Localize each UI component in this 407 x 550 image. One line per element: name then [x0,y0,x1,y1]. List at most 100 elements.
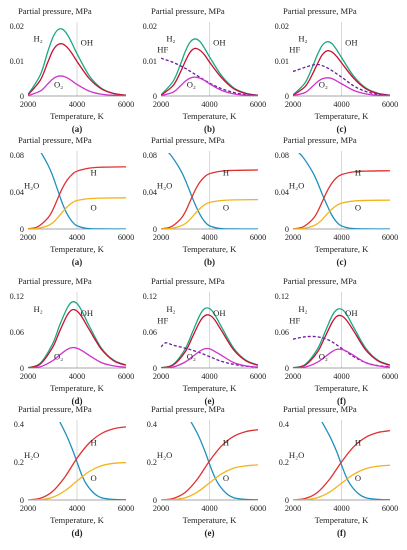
y-tick-label: 0 [20,364,24,373]
series-label: HF [157,45,168,55]
series-line-0 [28,301,126,368]
x-tick-label: 6000 [118,233,134,242]
chart-panel-1: Partial pressure, MPa 0 0.01 0.02 2000 4000 60… [143,6,267,134]
x-tick-label: 6000 [250,233,266,242]
y-tick-label: 0.08 [275,151,289,160]
chart-title: Partial pressure, MPa [18,276,92,286]
series-label: H [223,437,229,447]
y-tick-label: 0.12 [10,292,24,301]
series-label: OH [345,308,357,318]
y-tick-label: 0 [153,225,157,234]
x-tick-label: 2000 [285,372,301,381]
panel-label: (c) [337,257,347,267]
x-axis-label: Temperature, K [50,111,105,121]
panel-label: (e) [205,528,215,538]
series-line-2 [161,342,258,368]
x-tick-label: 6000 [118,504,134,513]
y-tick-label: 0 [153,496,157,505]
chart-title: Partial pressure, MPa [18,404,92,414]
series-label: O [90,203,96,213]
x-tick-label: 2000 [285,100,301,109]
series-label: H₂O [157,180,172,190]
x-tick-label: 4000 [201,372,217,381]
series-line-2 [161,57,258,96]
y-tick-label: 0.4 [14,420,24,429]
x-tick-label: 4000 [201,233,217,242]
series-line-0 [293,308,390,368]
series-label: O₂ [187,80,196,90]
series-label: O₂ [187,351,196,361]
series-label: OH [213,38,225,48]
series-label: O [223,473,229,483]
chart-panel-2: Partial pressure, MPa 0 0.01 0.02 2000 4000 60… [275,6,399,134]
series-label: O₂ [54,80,63,90]
series-label: OH [81,38,93,48]
y-tick-label: 0.08 [143,151,157,160]
y-tick-label: 0 [285,225,289,234]
series-label: H [90,168,96,178]
series-label: H₂O [24,180,39,190]
x-tick-label: 6000 [250,504,266,513]
x-tick-label: 2000 [153,504,169,513]
chart-title: Partial pressure, MPa [283,404,357,414]
series-line-2 [293,464,390,500]
series-line-2 [28,461,126,500]
x-tick-label: 4000 [69,233,85,242]
series-label: H₂O [157,450,172,460]
x-axis-label: Temperature, K [183,244,238,254]
series-label: O [355,473,361,483]
chart-panel-5: Partial pressure, MPa 0 0.04 0.08 2000 4000 60… [275,135,399,267]
x-tick-label: 2000 [285,504,301,513]
series-line-1 [161,314,258,368]
series-line-0 [59,422,126,500]
y-tick-label: 0.02 [275,22,289,31]
series-label: O [223,203,229,213]
x-tick-label: 4000 [201,504,217,513]
y-tick-label: 0 [285,92,289,101]
series-line-3 [293,348,390,368]
chart-title: Partial pressure, MPa [283,276,357,286]
x-tick-label: 6000 [250,100,266,109]
x-tick-label: 4000 [333,233,349,242]
x-axis-label: Temperature, K [50,244,105,254]
chart-panel-3: Partial pressure, MPa 0 0.04 0.08 2000 4000 60… [10,135,135,267]
x-axis-label: Temperature, K [315,244,370,254]
chart-panel-11: Partial pressure, MPa 0 0.2 0.4 2000 4000 6000… [279,404,398,538]
y-tick-label: 0.06 [143,328,157,337]
x-axis-label: Temperature, K [315,111,370,121]
x-axis-label: Temperature, K [183,111,238,121]
x-axis-label: Temperature, K [315,515,370,525]
x-tick-label: 2000 [153,372,169,381]
series-line-1 [161,47,258,96]
y-tick-label: 0.02 [143,22,157,31]
chart-panel-10: Partial pressure, MPa 0 0.2 0.4 2000 4000 6000… [147,404,266,538]
x-tick-label: 6000 [118,372,134,381]
series-line-0 [298,153,390,229]
series-line-3 [161,347,258,368]
panel-label: (b) [204,257,215,267]
x-tick-label: 2000 [153,233,169,242]
chart-panel-9: Partial pressure, MPa 0 0.2 0.4 2000 4000 6000… [14,404,134,538]
x-tick-label: 2000 [285,233,301,242]
y-tick-label: 0.01 [275,57,289,66]
series-label: O₂ [54,351,63,361]
y-tick-label: 0.04 [10,188,24,197]
series-line-3 [293,77,390,96]
series-line-1 [293,50,390,96]
y-tick-label: 0 [153,92,157,101]
series-label: H₂ [298,33,307,43]
series-label: H₂ [298,304,307,314]
series-label: OH [81,308,93,318]
y-tick-label: 0.04 [143,188,157,197]
series-line-0 [190,422,258,500]
chart-title: Partial pressure, MPa [151,276,225,286]
chart-title: Partial pressure, MPa [18,6,92,16]
series-label: H₂ [33,33,42,43]
x-tick-label: 4000 [69,372,85,381]
y-tick-label: 0.12 [275,292,289,301]
x-tick-label: 6000 [250,372,266,381]
y-tick-label: 0.2 [279,458,289,467]
series-label: HF [289,45,300,55]
y-tick-label: 0 [20,225,24,234]
